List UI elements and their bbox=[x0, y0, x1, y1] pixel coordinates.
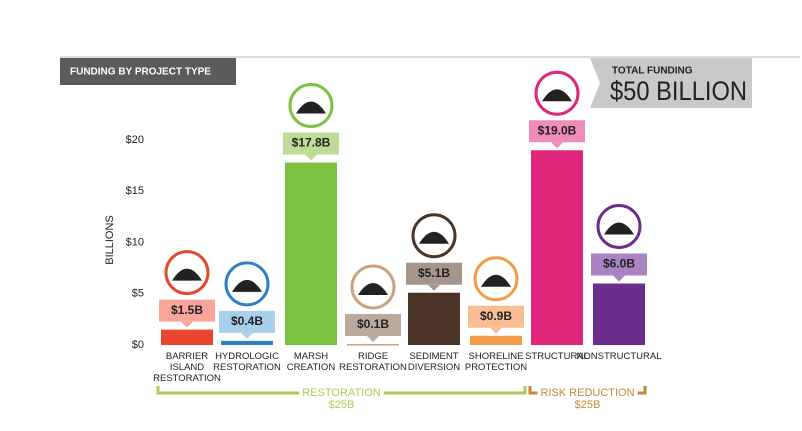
icon bbox=[542, 89, 572, 102]
icon bbox=[604, 222, 634, 235]
icon bbox=[232, 279, 262, 292]
value-label-pointer bbox=[428, 284, 440, 291]
icon bbox=[419, 231, 449, 244]
x-tick-line: ISLAND bbox=[170, 362, 204, 373]
x-tick-line: MARSH bbox=[294, 351, 328, 362]
x-tick-line: PROTECTION bbox=[465, 362, 527, 373]
x-tick-line: BARRIER bbox=[166, 351, 208, 362]
value-label: $1.5B bbox=[171, 303, 203, 317]
group-name-bg bbox=[299, 386, 384, 398]
value-label-pointer bbox=[613, 275, 625, 282]
value-label: $0.4B bbox=[231, 314, 263, 328]
y-tick-label: $10 bbox=[126, 236, 144, 248]
x-tick-line: RESTORATION bbox=[339, 362, 407, 373]
header-title: FUNDING BY PROJECT TYPE bbox=[70, 67, 211, 78]
y-tick-label: $0 bbox=[132, 339, 144, 351]
icon bbox=[296, 101, 326, 114]
x-tick-label: SEDIMENT DIVERSION bbox=[408, 351, 460, 373]
bar bbox=[161, 329, 213, 345]
value-label: $0.9B bbox=[480, 309, 512, 323]
bar bbox=[470, 335, 522, 345]
x-tick-label: NONSTRUCTURAL bbox=[577, 351, 662, 362]
icon bbox=[481, 274, 511, 287]
x-tick-label: STRUCTURAL bbox=[525, 351, 589, 362]
x-tick-line: SEDIMENT bbox=[409, 351, 458, 362]
bar bbox=[285, 162, 337, 345]
value-label-box bbox=[591, 253, 647, 276]
x-tick-line: RESTORATION bbox=[213, 362, 281, 373]
value-label-pointer bbox=[305, 154, 317, 161]
value-label-box bbox=[468, 305, 524, 328]
value-label-pointer bbox=[181, 321, 193, 328]
x-tick-line: STRUCTURAL bbox=[525, 351, 589, 362]
bar bbox=[593, 283, 645, 345]
icon bbox=[358, 282, 388, 295]
value-label-box bbox=[406, 262, 462, 285]
value-label: $19.0B bbox=[538, 123, 577, 137]
value-label-box bbox=[219, 310, 275, 333]
x-tick-line: NONSTRUCTURAL bbox=[577, 351, 662, 362]
x-tick-line: RESTORATION bbox=[153, 373, 221, 384]
x-tick-line: SHORELINE bbox=[469, 351, 524, 362]
bar bbox=[347, 343, 399, 346]
y-tick-label: $15 bbox=[126, 185, 144, 197]
value-label: $0.1B bbox=[357, 317, 389, 331]
value-label-pointer bbox=[551, 142, 563, 149]
x-tick-label: MARSH CREATION bbox=[287, 351, 336, 373]
value-label-box bbox=[283, 132, 339, 155]
total-box bbox=[590, 58, 752, 108]
x-tick-line: RIDGE bbox=[358, 351, 388, 362]
x-tick-label: BARRIER ISLAND RESTORATION bbox=[153, 351, 221, 384]
total-caption: TOTAL FUNDING bbox=[612, 66, 693, 77]
group-total: $25B bbox=[329, 399, 355, 411]
group-name: RESTORATION bbox=[302, 387, 380, 399]
bar bbox=[408, 292, 460, 345]
value-label: $5.1B bbox=[418, 266, 450, 280]
bar bbox=[531, 150, 583, 345]
x-tick-line: HYDROLOGIC bbox=[215, 351, 279, 362]
value-label-pointer bbox=[241, 332, 253, 339]
x-tick-label: RIDGE RESTORATION bbox=[339, 351, 407, 373]
value-label: $6.0B bbox=[603, 257, 635, 271]
value-label-box bbox=[529, 120, 585, 143]
y-tick-label: $20 bbox=[126, 134, 144, 146]
group-total: $25B bbox=[575, 399, 601, 411]
value-label-box bbox=[345, 313, 401, 336]
bar bbox=[221, 340, 273, 345]
x-tick-line: CREATION bbox=[287, 362, 336, 373]
x-tick-label: SHORELINE PROTECTION bbox=[465, 351, 527, 373]
value-label: $17.8B bbox=[292, 136, 331, 150]
value-label-box bbox=[159, 299, 215, 322]
value-label-pointer bbox=[367, 335, 379, 342]
x-tick-label: HYDROLOGIC RESTORATION bbox=[213, 351, 281, 373]
header-box bbox=[60, 58, 236, 85]
icon bbox=[172, 268, 202, 281]
y-tick-label: $5 bbox=[132, 288, 144, 300]
total-value: $50 BILLION bbox=[610, 76, 747, 106]
value-label-pointer bbox=[490, 327, 502, 334]
y-axis-label: BILLIONS bbox=[104, 215, 116, 265]
group-name-bg bbox=[537, 386, 638, 398]
group-name: RISK REDUCTION bbox=[540, 387, 634, 399]
x-tick-line: DIVERSION bbox=[408, 362, 460, 373]
